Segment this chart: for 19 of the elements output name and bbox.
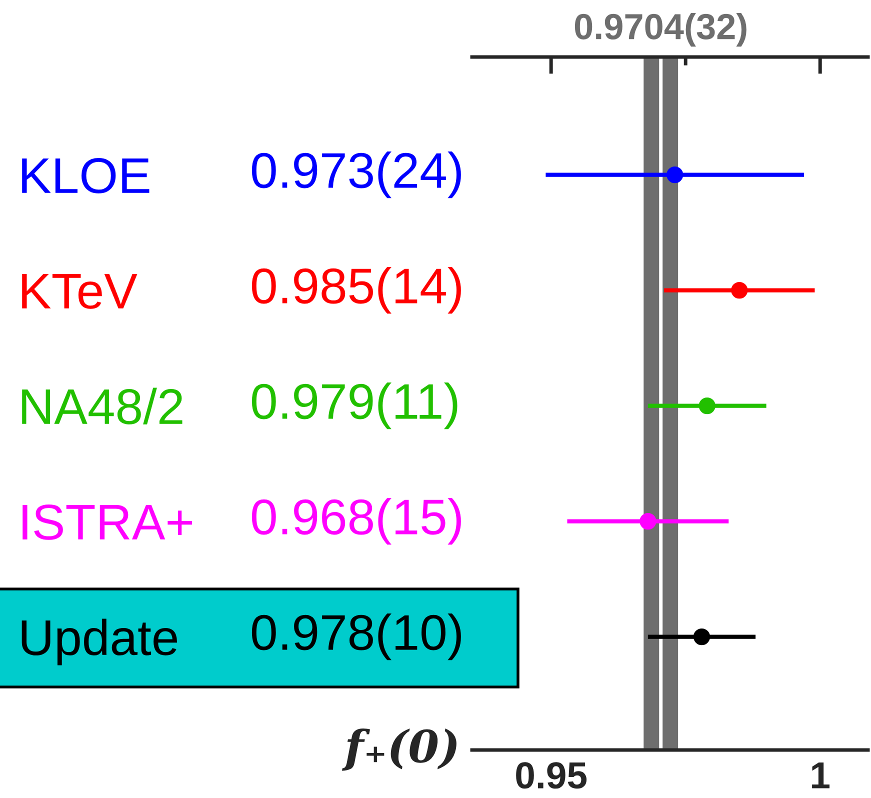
y-tick-label: Update xyxy=(22,618,178,666)
point xyxy=(731,282,748,299)
y-tick-label: NA48/2 xyxy=(22,388,182,424)
y-tick-label: KLOE xyxy=(22,158,150,194)
point xyxy=(698,397,716,414)
y-tick-label: ISTRA+ xyxy=(22,504,192,540)
y-tick-label: KTeV xyxy=(22,274,138,309)
x-tick-label: 0.95 xyxy=(516,762,587,789)
point xyxy=(666,166,684,184)
x-tick-label: 1 xyxy=(812,762,830,788)
data-label: 0.978(10) xyxy=(252,614,461,660)
point xyxy=(640,512,656,530)
point xyxy=(693,628,710,646)
data-label: 0.979(11) xyxy=(252,382,458,430)
data-label: 0.973(24) xyxy=(252,152,461,198)
data-label: 0.985(14) xyxy=(252,267,461,314)
band-label: 0.9704(32) xyxy=(574,12,746,47)
x-axis-title: f₊(0) xyxy=(342,728,456,771)
data-label: 0.968(15) xyxy=(252,498,461,545)
